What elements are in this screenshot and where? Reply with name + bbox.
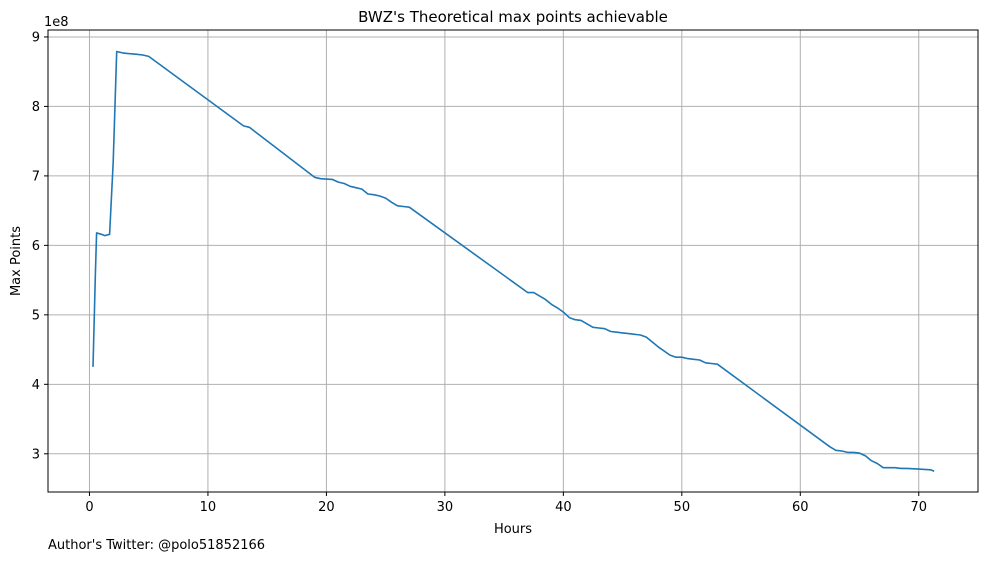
x-tick-label: 50: [674, 500, 691, 515]
x-tick-label: 70: [910, 500, 927, 515]
x-tick-label: 0: [85, 500, 93, 515]
y-tick-label: 5: [32, 308, 40, 323]
y-tick-label: 3: [32, 447, 40, 462]
y-offset-label: 1e8: [44, 15, 69, 30]
x-tick-label: 60: [792, 500, 809, 515]
y-tick-label: 7: [32, 169, 40, 184]
y-tick-label: 8: [32, 100, 40, 115]
y-tick-label: 4: [32, 378, 40, 393]
x-tick-label: 40: [555, 500, 572, 515]
plot-frame: [47, 29, 979, 493]
x-axis: 0 10 20 30 40 50 60 70: [85, 492, 927, 515]
x-tick-label: 10: [200, 500, 217, 515]
y-axis-label: Max Points: [9, 226, 24, 296]
y-tick-label: 9: [32, 30, 40, 45]
chart-title: BWZ's Theoretical max points achievable: [358, 8, 668, 26]
grid-lines: [48, 30, 978, 492]
x-axis-label: Hours: [494, 522, 532, 537]
line-layer: [92, 50, 935, 472]
y-tick-label: 6: [32, 239, 40, 254]
x-tick-label: 20: [318, 500, 335, 515]
author-twitter-note: Author's Twitter: @polo51852166: [48, 538, 266, 553]
series-line: [92, 50, 935, 472]
x-tick-label: 30: [437, 500, 454, 515]
y-axis: 3 4 5 6 7 8 9: [32, 30, 48, 462]
